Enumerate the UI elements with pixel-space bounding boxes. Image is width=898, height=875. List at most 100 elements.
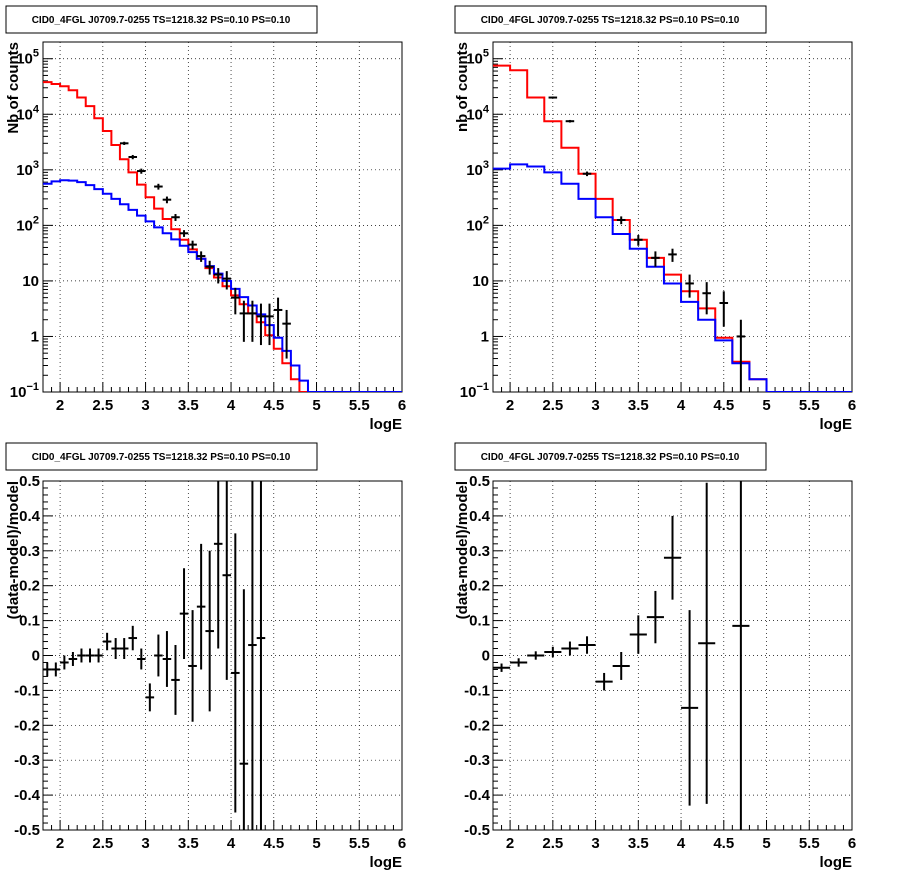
chart-title: CID0_4FGL J0709.7-0255 TS=1218.32 PS=0.1… — [32, 452, 291, 463]
x-tick-label: 5 — [312, 835, 320, 852]
y-tick-label: 1 — [31, 328, 39, 345]
y-tick-label: 0.3 — [19, 543, 40, 560]
x-axis-label: logE — [820, 854, 853, 871]
title-frame — [5, 442, 318, 471]
data-point — [646, 590, 664, 644]
x-tick-label: 4.5 — [263, 835, 284, 852]
series-model-total — [493, 64, 852, 392]
y-tick-label: -0.3 — [14, 752, 40, 769]
x-tick-label: 2.5 — [542, 835, 563, 852]
data-point — [77, 648, 86, 663]
y-tick-label: -0.5 — [14, 822, 40, 839]
x-axis-label: logE — [820, 416, 853, 433]
x-tick-label: 5.5 — [799, 397, 820, 414]
data-point — [137, 168, 146, 174]
x-tick-label: 4 — [677, 835, 686, 852]
data-point — [616, 216, 626, 225]
y-tick-label: 10−1 — [10, 381, 39, 401]
x-axis — [492, 382, 853, 392]
x-tick-label: 6 — [398, 397, 406, 414]
data-point — [248, 481, 257, 830]
y-tick-label: -0.2 — [464, 717, 490, 734]
data-point — [137, 648, 146, 670]
data-point — [565, 119, 575, 123]
data-point — [282, 309, 291, 359]
chart-title: CID0_4FGL J0709.7-0255 TS=1218.32 PS=0.1… — [481, 15, 740, 26]
x-tick-label: 3.5 — [628, 835, 649, 852]
y-tick-label: -0.1 — [14, 682, 40, 699]
data-point — [651, 251, 660, 267]
x-tick-label: 2 — [56, 835, 64, 852]
grid-lines — [43, 42, 403, 393]
data-point — [179, 568, 189, 659]
x-tick-label: 3.5 — [628, 397, 649, 414]
data-point — [595, 672, 613, 691]
data-point — [162, 631, 172, 687]
chart-residual-left: CID0_4FGL J0709.7-0255 TS=1218.32 PS=0.1… — [5, 442, 406, 871]
y-axis-label: (data-model)/model — [454, 481, 471, 619]
data-point — [60, 655, 69, 670]
y-axis — [493, 480, 503, 831]
y-axis-label: (data-model)/model — [5, 481, 22, 619]
x-tick-label: 6 — [398, 835, 406, 852]
data-point — [736, 319, 746, 392]
x-tick-label: 3 — [141, 397, 149, 414]
data-point — [668, 248, 677, 262]
data-point — [256, 303, 266, 346]
data-point — [188, 610, 197, 722]
x-tick-label: 5 — [762, 835, 770, 852]
chart-title-box: CID0_4FGL J0709.7-0255 TS=1218.32 PS=0.1… — [5, 442, 318, 471]
x-tick-label: 3 — [591, 397, 599, 414]
data-point — [128, 154, 138, 160]
title-frame — [5, 5, 318, 34]
data-point — [222, 481, 232, 680]
y-tick-label: 10 — [472, 273, 489, 290]
data-point — [732, 481, 750, 830]
pad-residual-right: CID0_4FGL J0709.7-0255 TS=1218.32 PS=0.1… — [449, 437, 898, 875]
y-tick-label: 1 — [481, 328, 489, 345]
y-tick-label: 0.4 — [469, 508, 491, 525]
y-tick-label: 0.4 — [19, 508, 41, 525]
x-tick-label: 4 — [227, 835, 236, 852]
data-point — [561, 641, 579, 656]
y-tick-label: 102 — [16, 214, 39, 234]
data-point — [188, 240, 197, 250]
x-tick-label: 4.5 — [263, 397, 284, 414]
x-tick-label: 4.5 — [713, 835, 734, 852]
x-tick-label: 2 — [506, 397, 514, 414]
plot-frame — [492, 41, 853, 393]
data-point — [111, 638, 120, 659]
data-point — [51, 662, 61, 677]
x-axis-label: logE — [370, 416, 403, 433]
x-tick-label: 5.5 — [799, 835, 820, 852]
data-point — [179, 230, 189, 237]
y-tick-label: 0.2 — [19, 578, 40, 595]
x-tick-label: 6 — [848, 397, 856, 414]
y-tick-label: -0.2 — [14, 717, 40, 734]
y-tick-label: 104 — [466, 103, 490, 123]
data-point — [256, 481, 266, 830]
data-point — [102, 632, 112, 651]
data-point — [239, 300, 249, 342]
data-point — [154, 183, 163, 190]
pad-counts-left: CID0_4FGL J0709.7-0255 TS=1218.32 PS=0.1… — [0, 0, 449, 437]
data-point — [154, 634, 163, 677]
data-point — [612, 652, 630, 680]
data-point — [213, 481, 223, 649]
data-point — [196, 543, 206, 670]
x-tick-label: 2.5 — [542, 397, 563, 414]
x-tick-label: 3.5 — [178, 397, 199, 414]
y-axis-label: Nb of counts — [5, 42, 22, 134]
y-tick-label: 0.1 — [19, 613, 40, 630]
y-axis — [43, 480, 53, 831]
y-tick-label: 0 — [32, 648, 40, 665]
data-point — [128, 625, 138, 651]
data-point — [231, 287, 240, 315]
series-group — [493, 64, 852, 392]
data-point — [634, 235, 643, 246]
data-point — [222, 271, 232, 290]
data-point — [663, 515, 682, 600]
data-point — [43, 662, 52, 677]
pad-residual-left: CID0_4FGL J0709.7-0255 TS=1218.32 PS=0.1… — [0, 437, 449, 875]
title-frame — [454, 442, 767, 471]
